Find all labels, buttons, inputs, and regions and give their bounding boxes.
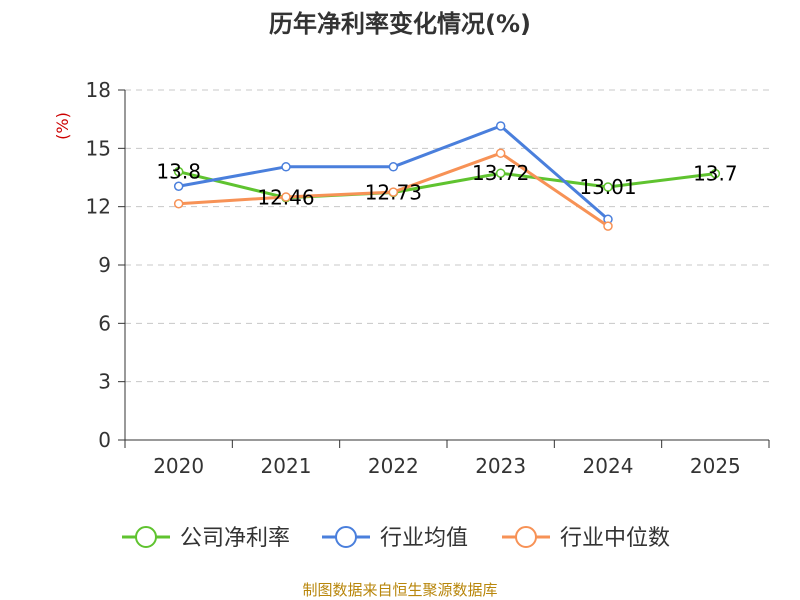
source-note: 制图数据来自恒生聚源数据库 — [302, 581, 497, 599]
data-point — [281, 192, 291, 202]
data-point — [603, 182, 613, 192]
series-2 — [173, 148, 613, 231]
data-point — [603, 221, 613, 231]
series-line — [178, 124, 609, 221]
data-point — [495, 148, 506, 158]
data-labels: 13.8 12.46 12.73 13.72 13.01 13.7 — [156, 160, 737, 210]
data-point — [173, 181, 184, 191]
legend-marker — [515, 526, 537, 548]
y-tick-label: 9 — [98, 253, 111, 277]
legend-label: 行业中位数 — [560, 526, 670, 551]
series-1 — [173, 121, 613, 225]
axes: 0 3 6 9 12 15 18 2020 2021 2022 2023 2024 2025 — [86, 78, 770, 478]
x-tick-label: 2024 — [583, 454, 634, 478]
data-point — [173, 166, 184, 177]
y-tick-label: 18 — [86, 78, 111, 102]
data-label: 13.7 — [693, 162, 738, 186]
legend-label: 行业均值 — [380, 526, 468, 551]
x-tick-label: 2023 — [475, 454, 526, 478]
y-tick-label: 12 — [86, 195, 111, 219]
legend: 公司净利率 行业均值 行业中位数 — [122, 526, 670, 551]
grid-lines — [125, 89, 769, 383]
legend-item: 行业均值 — [322, 526, 468, 551]
data-point — [281, 162, 291, 172]
data-label: 12.73 — [365, 180, 422, 204]
x-tick-label: 2020 — [153, 454, 204, 478]
legend-marker — [335, 526, 357, 548]
series-line — [178, 170, 716, 200]
x-tick-label: 2022 — [368, 454, 419, 478]
data-label: 13.01 — [579, 175, 636, 199]
legend-item: 行业中位数 — [502, 526, 670, 551]
data-point — [495, 168, 506, 178]
data-point — [173, 199, 184, 209]
data-label: 12.46 — [257, 186, 314, 210]
data-point — [388, 187, 399, 197]
y-tick-label: 0 — [98, 428, 111, 452]
x-tick-label: 2025 — [690, 454, 741, 478]
x-tick-label: 2021 — [261, 454, 312, 478]
data-point — [495, 121, 506, 131]
legend-label: 公司净利率 — [180, 526, 290, 551]
chart-title: 历年净利率变化情况(%) — [269, 10, 531, 38]
data-point — [388, 162, 399, 172]
legend-marker — [135, 526, 157, 548]
y-axis-unit: (%) — [53, 112, 72, 140]
data-label: 13.8 — [156, 160, 201, 184]
y-tick-label: 3 — [98, 370, 111, 394]
data-label: 13.72 — [472, 161, 529, 185]
data-point — [710, 168, 721, 179]
y-tick-label: 15 — [86, 136, 111, 160]
y-tick-label: 6 — [98, 311, 111, 335]
series-layer — [173, 121, 721, 231]
legend-item: 公司净利率 — [122, 526, 290, 551]
